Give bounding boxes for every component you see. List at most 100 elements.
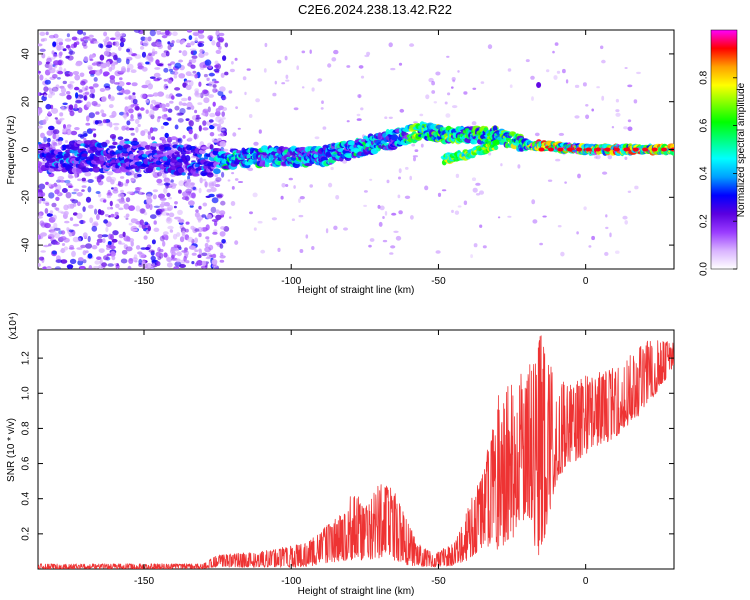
heatmap-cell — [480, 81, 485, 84]
heatmap-cell — [472, 87, 477, 91]
heatmap-cell — [633, 99, 638, 104]
heatmap-cell — [64, 38, 72, 42]
heatmap-cell — [201, 146, 209, 150]
heatmap-cell — [177, 167, 185, 174]
snr-panel: -150 -100 -50 0 0.2 0.4 0.6 0.8 1.0 1.2 Height o… — [6, 312, 675, 597]
heatmap-cell — [211, 40, 216, 46]
heatmap-cell — [214, 183, 221, 188]
heatmap-cell — [101, 234, 109, 238]
heatmap-cell — [148, 52, 152, 56]
heatmap-cell — [475, 182, 481, 186]
heatmap-cell — [123, 203, 130, 210]
heatmap-cell — [305, 234, 309, 239]
heatmap-cell — [358, 94, 361, 99]
heatmap-cell — [146, 197, 153, 204]
heatmap-cell — [121, 125, 126, 131]
heatmap-cell — [206, 77, 210, 82]
heatmap-cell — [141, 51, 147, 58]
heatmap-cell — [63, 204, 69, 211]
heatmap-cell — [291, 218, 295, 221]
heatmap-cell — [623, 147, 630, 152]
heatmap-cell — [388, 116, 393, 120]
heatmap-cell — [134, 118, 140, 125]
heatmap-cell — [624, 67, 628, 69]
heatmap-cell — [591, 108, 594, 112]
heatmap-cell — [57, 70, 64, 75]
heatmap-cell — [106, 122, 111, 127]
heatmap-cell — [38, 70, 42, 74]
heatmap-cell — [178, 218, 185, 224]
heatmap-cell — [151, 136, 156, 141]
heatmap-cell — [194, 92, 202, 98]
heatmap-cell — [38, 161, 42, 167]
heatmap-cell — [198, 205, 202, 210]
heatmap-cell — [463, 200, 468, 206]
heatmap-cell — [627, 190, 632, 193]
heatmap-cell — [220, 117, 226, 120]
heatmap-cell — [95, 111, 100, 115]
heatmap-cell — [38, 216, 43, 219]
heatmap-cell — [171, 40, 175, 44]
heatmap-cell — [201, 112, 206, 116]
heatmap-cell — [109, 200, 113, 207]
heatmap-cell — [188, 120, 194, 127]
heatmap-cell — [72, 236, 80, 243]
heatmap-cell — [178, 189, 182, 194]
heatmap-cell — [53, 222, 58, 229]
heatmap-cell — [134, 54, 142, 59]
heatmap-cell — [202, 202, 208, 207]
heatmap-cell — [67, 83, 72, 89]
heatmap-cell — [71, 191, 77, 195]
heatmap-cell — [118, 46, 122, 51]
heatmap-cell — [141, 66, 148, 72]
heatmap-cell — [219, 86, 226, 92]
heatmap-cell — [411, 143, 416, 147]
heatmap-cell — [120, 258, 128, 264]
heatmap-cell — [114, 36, 122, 40]
heatmap-cell — [285, 79, 290, 82]
heatmap-cell — [86, 115, 90, 122]
heatmap-cell — [130, 218, 137, 224]
heatmap-cell — [71, 36, 78, 41]
heatmap-cell — [39, 48, 46, 52]
heatmap-cell — [574, 84, 580, 88]
heatmap-cell — [59, 112, 64, 117]
heatmap-cell — [139, 219, 144, 226]
colorbar-tick-label: 0.4 — [699, 166, 710, 180]
heatmap-cell — [530, 75, 535, 80]
heatmap-cell — [216, 194, 223, 199]
heatmap-cell — [38, 43, 43, 47]
heatmap-cell — [227, 179, 231, 182]
heatmap-cell — [88, 265, 93, 269]
spectrogram-panel: -150 -100 -50 0 -40 -20 0 20 40 Height of strai… — [6, 29, 675, 296]
heatmap-cell — [517, 164, 521, 169]
heatmap-cell — [216, 34, 220, 41]
heatmap-cell — [107, 263, 114, 267]
heatmap-cell — [84, 143, 90, 149]
heatmap-cell — [507, 68, 512, 72]
heatmap-cell — [132, 103, 139, 107]
heatmap-cell — [219, 259, 225, 263]
heatmap-cell — [123, 89, 131, 95]
heatmap-cell — [48, 125, 55, 131]
heatmap-cell — [119, 176, 125, 179]
heatmap-cell — [168, 212, 175, 218]
heatmap-cell — [113, 82, 120, 85]
heatmap-cell — [92, 166, 101, 173]
heatmap-cell — [181, 250, 188, 253]
heatmap-cell — [171, 95, 175, 100]
heatmap-cell — [144, 246, 151, 251]
heatmap-cell — [55, 84, 60, 89]
heatmap-cell — [150, 103, 154, 110]
heatmap-cell — [202, 89, 209, 94]
heatmap-cell — [103, 199, 107, 203]
heatmap-cell — [566, 147, 573, 152]
heatmap-cell — [87, 235, 91, 243]
heatmap-cell — [178, 180, 185, 187]
heatmap-cell — [205, 195, 211, 198]
heatmap-cell — [582, 82, 587, 87]
spectrogram-y-axis-label: Frequency (Hz) — [6, 116, 17, 185]
heatmap-cell — [132, 92, 136, 96]
heatmap-cell — [44, 208, 49, 214]
heatmap-cell — [57, 151, 64, 155]
